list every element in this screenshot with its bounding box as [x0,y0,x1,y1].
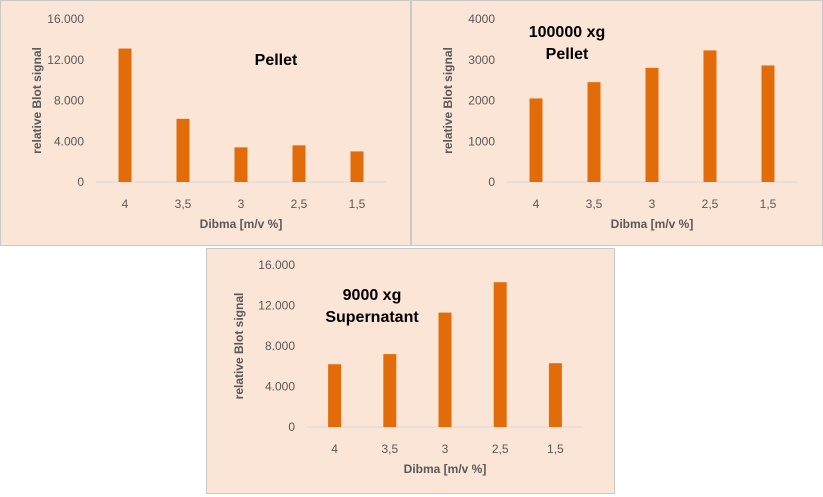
bar [176,118,190,182]
y-tick-label: 8.000 [265,339,295,353]
bar-chart-9000xg-supernatant: 0 4.000 8.000 12.000 16.000 4 3,5 3 2,5 1,5 9000 x… [232,258,583,476]
y-tick-label: 2000 [468,94,495,108]
x-tick-label: 3 [238,197,245,211]
y-tick-label: 16.000 [258,258,295,272]
bar-chart-pellet: 0 4.000 8.000 12.000 16.000 4 3,5 3 2,5 1,5 Pellet… [30,12,386,231]
chart-panel-100000xg-pellet: 0 1000 2000 3000 4000 4 3,5 3 2,5 1,5 100000 xg Pel… [411,0,823,246]
x-tick-label: 3,5 [586,197,603,211]
bar-chart-100000xg-pellet: 0 1000 2000 3000 4000 4 3,5 3 2,5 1,5 100000 xg Pel… [441,12,797,231]
bar [383,354,397,427]
bar [493,282,507,427]
x-tick-label: 3,5 [175,197,192,211]
x-tick-label: 2,5 [702,197,719,211]
y-tick-label: 12.000 [258,299,295,313]
y-tick-label: 0 [288,420,295,434]
y-tick-label: 0 [77,175,84,189]
x-tick-label: 3 [649,197,656,211]
x-tick-label: 4 [533,197,540,211]
bar [234,147,248,182]
x-tick-label: 3,5 [381,442,398,456]
x-tick-label: 1,5 [760,197,777,211]
y-tick-label: 8.000 [54,94,84,108]
bar [328,364,342,427]
bar [118,48,132,183]
bar [292,145,306,182]
chart-panel-pellet: 0 4.000 8.000 12.000 16.000 4 3,5 3 2,5 1,5 Pellet… [0,0,411,246]
y-tick-label: 4000 [468,12,495,26]
y-tick-label: 0 [488,175,495,189]
bar [761,65,775,182]
x-tick-label: 3 [442,442,449,456]
bar [645,67,659,182]
y-axis-label: relative Blot signal [441,47,455,154]
chart-panel-9000xg-supernatant: 0 4.000 8.000 12.000 16.000 4 3,5 3 2,5 1,5 9000 x… [206,248,615,494]
y-tick-label: 12.000 [47,53,84,67]
y-tick-label: 3000 [468,53,495,67]
x-axis-label: Dibma [m/v %] [200,217,283,231]
x-tick-label: 2,5 [291,197,308,211]
bar [350,151,364,182]
y-tick-label: 4.000 [54,134,84,148]
bar [703,50,717,182]
y-tick-label: 4.000 [265,380,295,394]
y-tick-label: 1000 [468,134,495,148]
x-tick-label: 4 [331,442,338,456]
y-tick-label: 16.000 [47,12,84,26]
x-tick-label: 2,5 [492,442,509,456]
bar [438,312,452,427]
chart-title: 9000 xg [343,287,402,304]
x-tick-label: 1,5 [349,197,366,211]
x-axis-label: Dibma [m/v %] [404,462,487,476]
y-axis-label: relative Blot signal [232,293,246,400]
x-tick-label: 1,5 [547,442,564,456]
bar [548,363,562,427]
bar [529,98,543,182]
x-tick-label: 4 [122,197,129,211]
chart-title: Pellet [255,52,298,69]
chart-title: Pellet [546,46,589,63]
bar [587,82,601,182]
chart-title: Supernatant [325,309,419,326]
chart-title: 100000 xg [529,24,606,41]
y-axis-label: relative Blot signal [30,47,44,154]
x-axis-label: Dibma [m/v %] [611,217,694,231]
